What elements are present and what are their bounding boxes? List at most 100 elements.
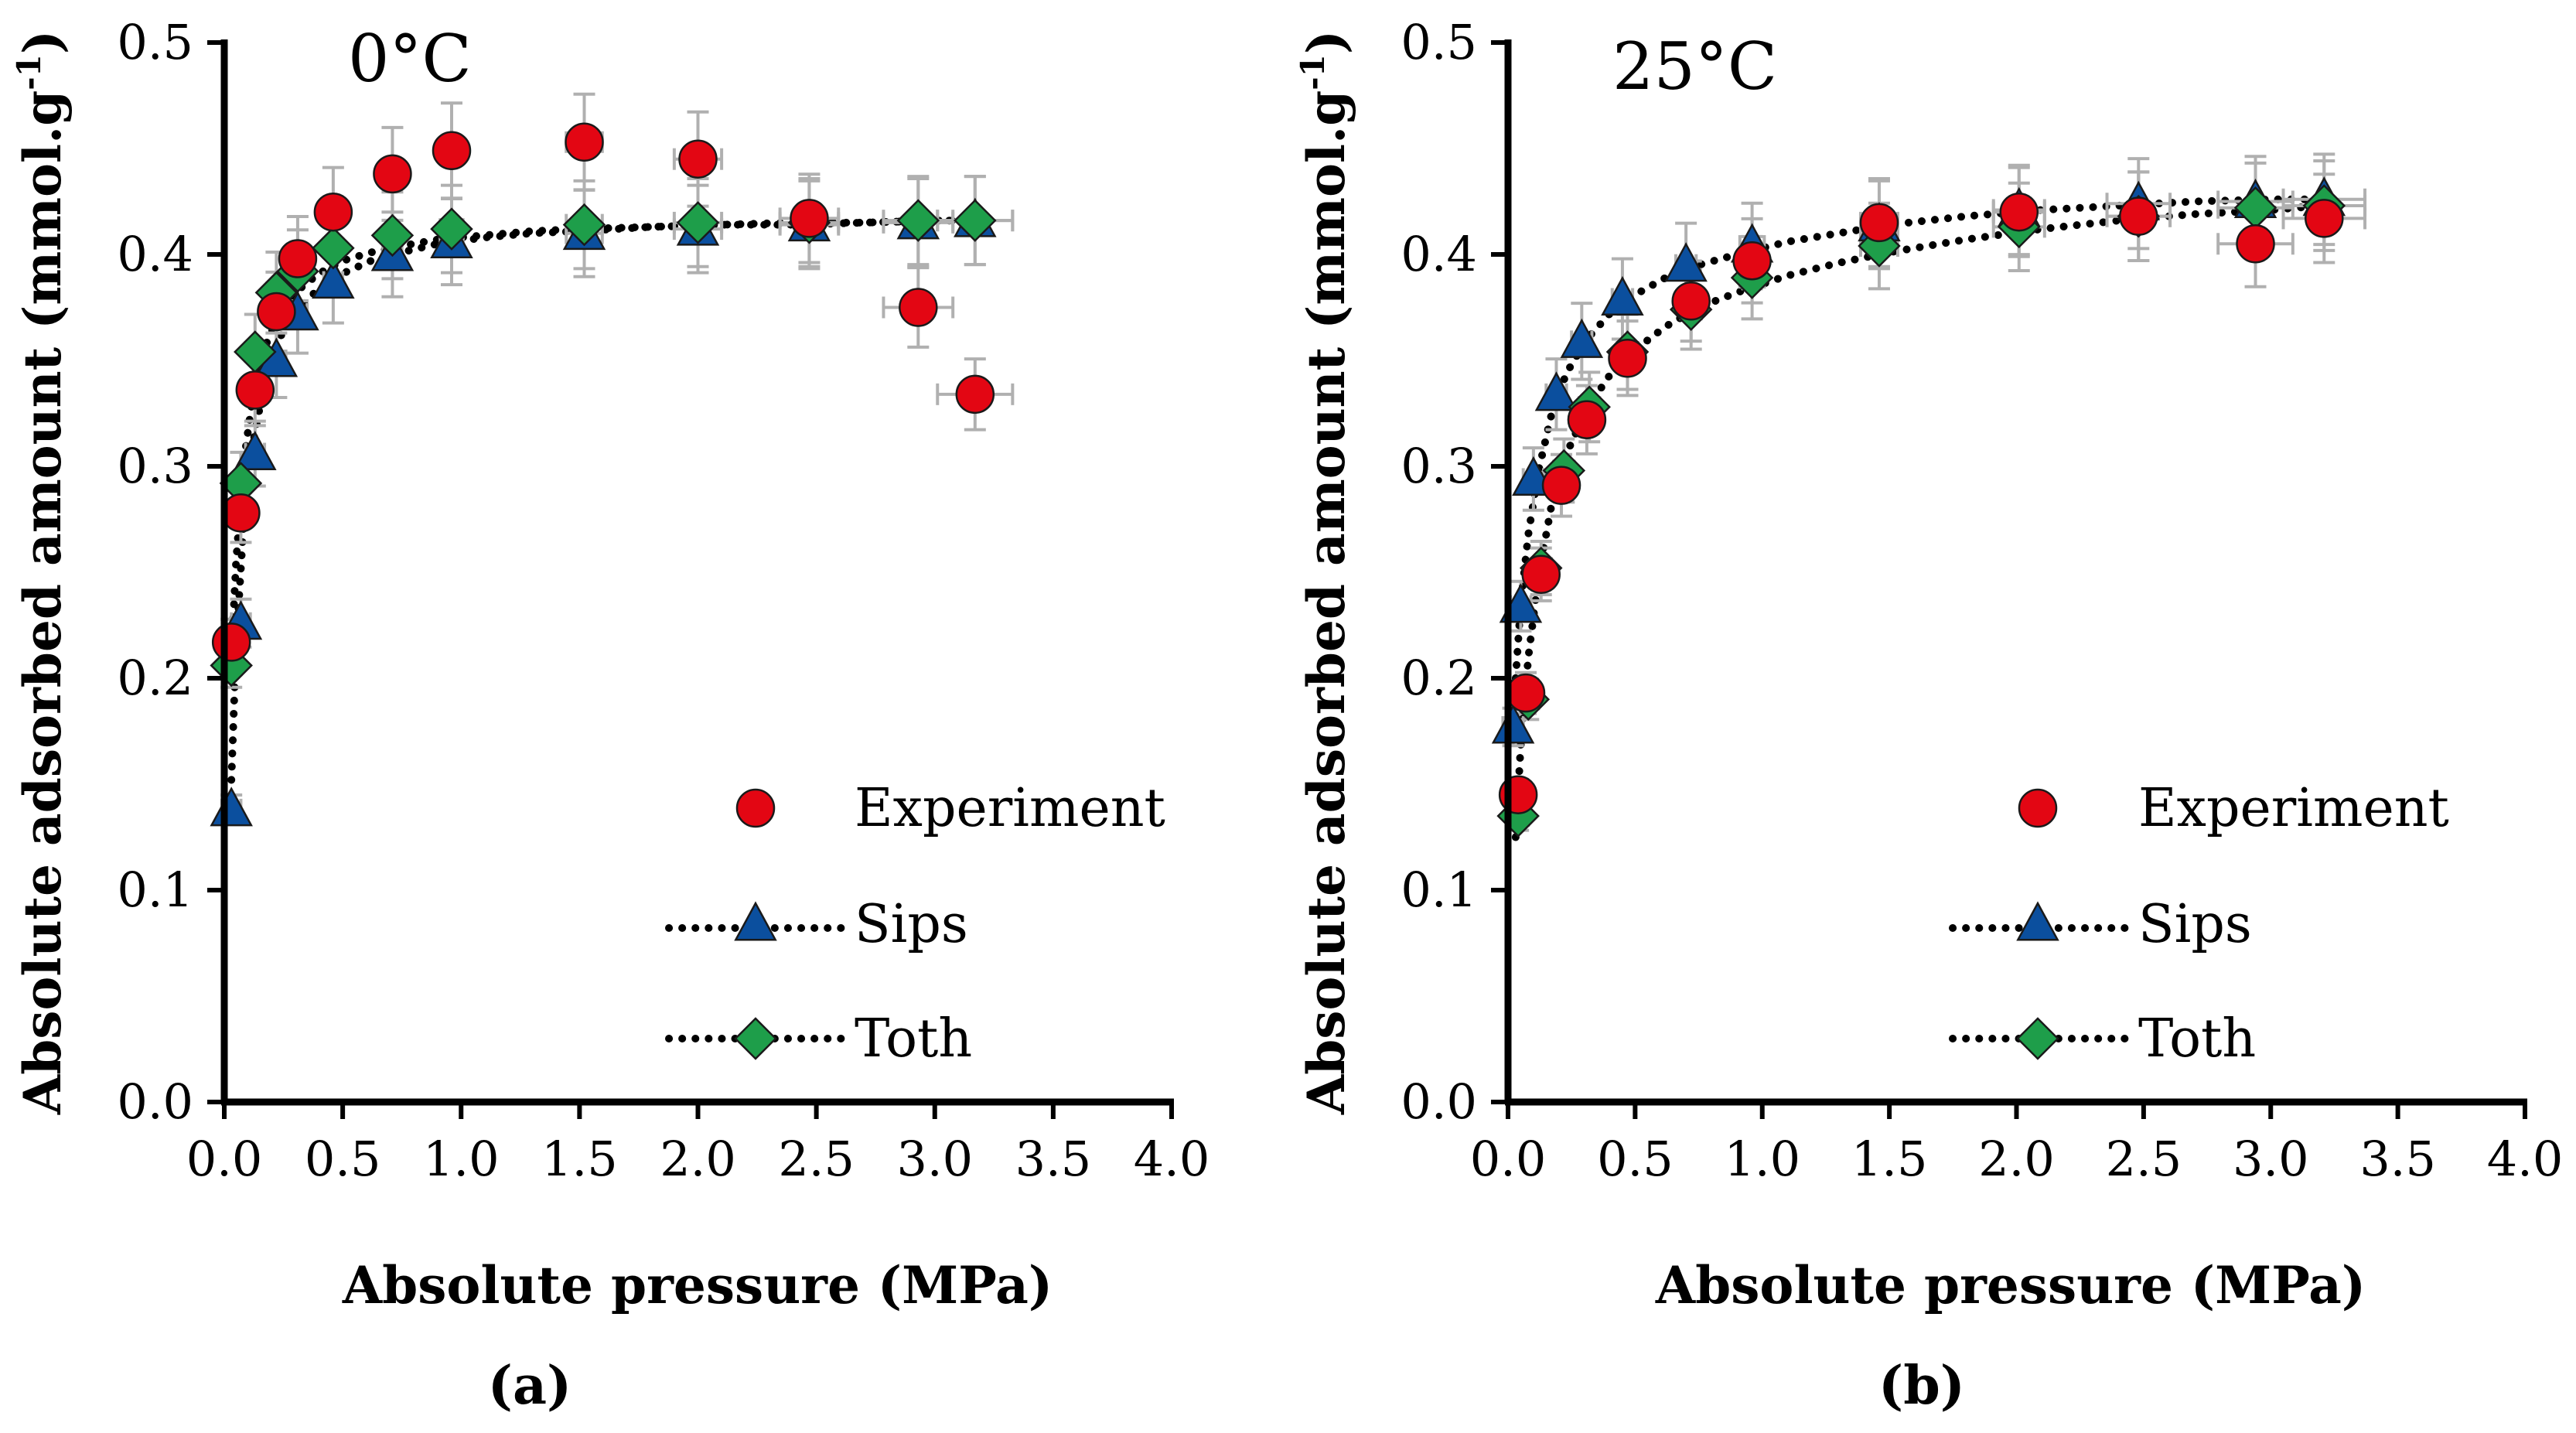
panel-a-ytick-label: 0.0 [117, 1073, 193, 1130]
panel-b-fit-sips-curve [1511, 195, 2325, 682]
panel-a-legend-diamond-glyph [734, 1017, 777, 1060]
panel-a-xtick-label: 1.5 [541, 1131, 618, 1187]
panel-a-legend: Experiment Sips Toth [665, 778, 1165, 1070]
panel-b-xtick-label: 1.5 [1851, 1131, 1928, 1187]
panel-a-experiment-point [790, 199, 829, 238]
panel-a-experiment-point [257, 292, 296, 332]
panel-b-xtick-label: 4.0 [2487, 1131, 2564, 1187]
panel-a-ytick-label: 0.2 [117, 650, 193, 706]
panel-b-ytick-label: 0.1 [1401, 862, 1477, 918]
panel-a-toth-point [430, 207, 473, 251]
panel-b-experiment-point [1608, 339, 1647, 378]
panel-a-xtick-label: 1.0 [423, 1131, 500, 1187]
panel-b-xtick-label: 0.0 [1470, 1131, 1547, 1187]
panel-a-experiment-point [899, 288, 938, 327]
panel-a-ytick-label: 0.5 [117, 14, 193, 70]
panel-a-toth-point [562, 203, 606, 247]
panel-a-toth-point [312, 227, 355, 270]
panel-b-toth-point [2233, 186, 2277, 230]
panel-b-legend-triangle-glyph [2016, 901, 2059, 941]
panel-a-xlabel: Absolute pressure (MPa) [342, 1255, 1053, 1315]
panel-a-experiment-point [211, 623, 251, 662]
panel-b-legend: Experiment Sips Toth [1949, 778, 2449, 1070]
panel-b-legend-diamond-glyph [2016, 1017, 2059, 1060]
panel-a-xtick-label: 3.5 [1015, 1131, 1092, 1187]
panel-a-sips-point [312, 258, 355, 299]
panel-a-ytick-label: 0.1 [117, 862, 193, 918]
panel-a-experiment-point [313, 192, 353, 232]
panel-a-ylabel: Absolute adsorbed amount (mmol.g-1) [10, 30, 73, 1115]
panel-a-xtick-label: 3.0 [896, 1131, 973, 1187]
panel-b-ylabel: Absolute adsorbed amount (mmol.g-1) [1294, 30, 1356, 1115]
panel-b-sips-point [1560, 318, 1604, 358]
panel-b-sips-point [1534, 371, 1578, 411]
panel-a-markers [210, 122, 997, 827]
panel-b-experiment-point [1567, 400, 1607, 439]
panel-a-legend-toth-label: Toth [855, 1008, 972, 1070]
panel-a-legend-sips-marker [734, 901, 777, 941]
panel-a-ytick-label: 0.3 [117, 438, 193, 494]
panel-b-ytick-label: 0.4 [1401, 226, 1477, 282]
panel-a-label: (a) [488, 1355, 571, 1417]
panel-b-ytick-label: 0.5 [1401, 14, 1477, 70]
panel-b-experiment-point [1859, 203, 1899, 243]
panel-b-xtick-label: 0.5 [1597, 1131, 1674, 1187]
panel-b-experiment-point [1671, 281, 1711, 321]
panel-b-legend-experiment-marker [2018, 788, 2058, 828]
panel-a-ticks: 0.0 0.1 0.2 0.3 0.4 0.5 0.0 0.5 1.0 1.5 2.0 2.5 3.0 3… [117, 14, 1210, 1187]
panel-b-legend-experiment-label: Experiment [2138, 778, 2449, 839]
panel-b-experiment-point [1732, 241, 1772, 281]
panel-a: 0.0 0.1 0.2 0.3 0.4 0.5 0.0 0.5 1.0 1.5 2.0 2.5 3.0 3… [10, 14, 1210, 1417]
panel-b-experiment-point [2305, 199, 2344, 238]
panel-b-experiment-point [2236, 224, 2275, 264]
panel-b-markers [1491, 176, 2346, 838]
panel-a-experiment-point [373, 154, 412, 194]
panel-b-legend-sips-label: Sips [2138, 894, 2252, 955]
panel-a-legend-experiment-marker [735, 788, 776, 828]
panel-b-experiment-point [1521, 554, 1561, 594]
panel-a-grid-layer [227, 217, 986, 784]
panel-b-fit-toth-curve [1511, 202, 2325, 841]
panel-b-errorbars [1501, 152, 2367, 832]
panel-a-legend-triangle-glyph [734, 901, 777, 941]
panel-a-legend-circle-glyph [735, 788, 776, 828]
panel-a-sips-point [234, 430, 277, 471]
panel-a-xtick-label: 2.5 [778, 1131, 855, 1187]
panel-a-toth-point [370, 213, 415, 258]
panel-b-ytick-label: 0.2 [1401, 650, 1477, 706]
panel-b-sips-point [1664, 242, 1708, 282]
panel-a-toth-point [896, 199, 940, 242]
panel-b-xlabel: Absolute pressure (MPa) [1655, 1255, 2366, 1315]
panel-b-legend-sips-marker [2016, 901, 2059, 941]
panel-a-ytick-label: 0.4 [117, 226, 193, 282]
panel-b-experiment-point [1999, 192, 2039, 232]
panel-b-experiment-point [2119, 196, 2158, 236]
panel-b-legend-toth-marker [2016, 1017, 2059, 1060]
panel-a-experiment-point [678, 139, 718, 179]
panel-a-sips-point [210, 786, 253, 827]
panel-a-xtick-label: 0.0 [186, 1131, 263, 1187]
panel-b-legend-toth-label: Toth [2138, 1008, 2256, 1070]
panel-b-grid-layer [1511, 195, 2325, 841]
panel-a-experiment-point [278, 239, 318, 278]
panel-b-legend-circle-glyph [2018, 788, 2058, 828]
panel-a-legend-sips-label: Sips [855, 894, 968, 955]
panel-b-ytick-label: 0.3 [1401, 438, 1477, 494]
panel-a-experiment-point [221, 493, 261, 533]
panel-a-legend-experiment-label: Experiment [855, 778, 1165, 839]
panel-a-xtick-label: 2.0 [660, 1131, 736, 1187]
panel-b-xtick-label: 2.5 [2106, 1131, 2182, 1187]
panel-b-ticks: 0.0 0.1 0.2 0.3 0.4 0.5 0.0 0.5 1.0 1.5 2.0 2.5 3.0 3… [1401, 14, 2563, 1187]
panel-b-ytick-label: 0.0 [1401, 1073, 1477, 1130]
panel-a-fit-sips-curve [227, 217, 986, 784]
panel-a-xtick-label: 0.5 [305, 1131, 381, 1187]
panel-b-xtick-label: 3.0 [2233, 1131, 2309, 1187]
panel-b-experiment-point [1506, 673, 1546, 713]
panel-a-experiment-point [955, 374, 995, 415]
panel-b-sips-point [1601, 275, 1644, 316]
panel-b-xtick-label: 3.5 [2359, 1131, 2436, 1187]
panel-a-experiment-point [432, 131, 472, 170]
panel-b-sips-point [1491, 704, 1535, 744]
panel-b-experiment-point [1541, 466, 1581, 505]
